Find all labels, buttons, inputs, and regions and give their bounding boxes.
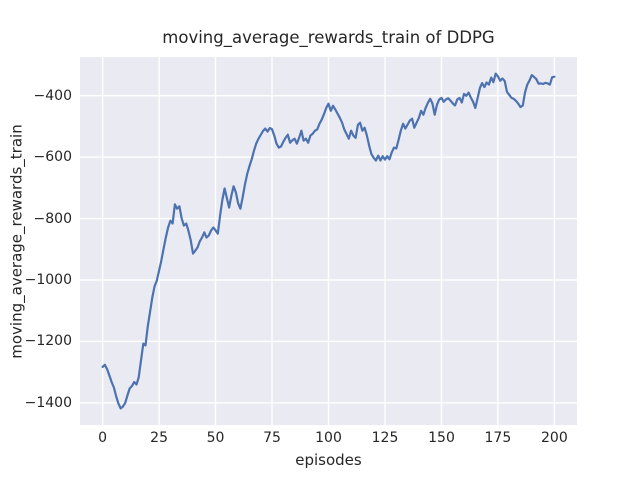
y-tick-label: −600 [33,149,72,166]
x-tick-label: 100 [315,430,342,446]
y-axis-label: moving_average_rewards_train [7,124,26,359]
y-tick-label: −400 [33,87,72,104]
y-tick-label: −1000 [24,272,72,288]
x-tick-label: 200 [541,430,568,446]
x-axis-label: episodes [295,451,362,469]
x-tick-label: 125 [371,430,399,446]
x-tick-label: 50 [206,430,225,446]
x-tick-label: 175 [484,430,512,446]
x-tick-label: 150 [428,430,455,446]
line-series [101,72,556,410]
chart-title: moving_average_rewards_train of DDPG [162,28,495,47]
x-tick-label: 25 [150,430,168,446]
y-tick-label: −1400 [24,394,72,411]
y-tick-label: −1200 [24,333,72,350]
x-tick-label: 75 [263,430,281,446]
y-tick-label: −800 [33,210,72,227]
x-tick-label: 0 [98,430,108,446]
